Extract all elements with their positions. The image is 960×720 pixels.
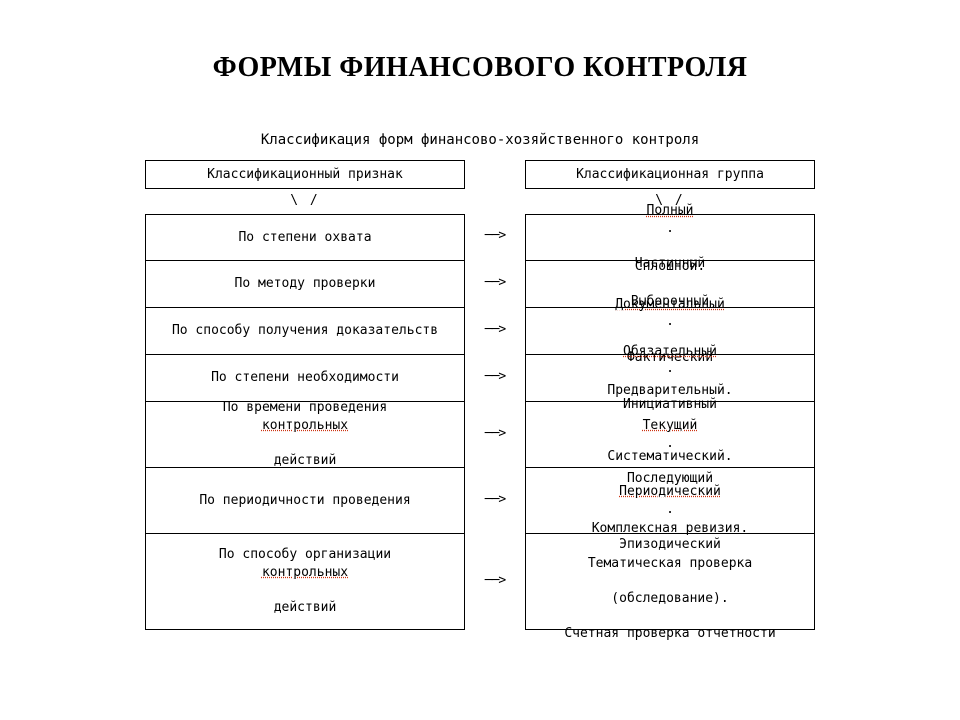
- left-header: Классификационный признак: [145, 160, 465, 189]
- arrow-column: ──>──>──>──>──>──>──>: [475, 160, 515, 630]
- criterion-cell: По периодичности проведения: [145, 468, 465, 534]
- criterion-cell: По методу проверки: [145, 261, 465, 308]
- arrow-icon: ──>: [475, 306, 515, 353]
- right-header: Классификационная группа: [525, 160, 815, 189]
- page-title: ФОРМЫ ФИНАНСОВОГО КОНТРОЛЯ: [0, 52, 960, 84]
- arrow-icon: ──>: [475, 466, 515, 532]
- arrow-icon: ──>: [475, 532, 515, 628]
- diagram-subtitle: Классификация форм финансово-хозяйственн…: [0, 132, 960, 148]
- diagram-columns: Классификационный признак \ / По степени…: [0, 160, 960, 630]
- criterion-cell: По степени охвата: [145, 214, 465, 261]
- criterion-cell: По степени необходимости: [145, 355, 465, 402]
- criterion-cell: По способу организации контрольныхдейств…: [145, 534, 465, 630]
- criterion-cell: По способу получения доказательств: [145, 308, 465, 355]
- arrow-icon: ──>: [475, 212, 515, 259]
- left-connector: \ /: [145, 193, 465, 208]
- group-cell: Комплексная ревизия.Тематическая проверк…: [525, 534, 815, 630]
- right-column: Классификационная группа \ / Полный.Част…: [525, 160, 815, 630]
- arrow-icon: ──>: [475, 400, 515, 466]
- criterion-cell: По времени проведения контрольныхдействи…: [145, 402, 465, 468]
- arrow-icon: ──>: [475, 259, 515, 306]
- left-column: Классификационный признак \ / По степени…: [145, 160, 465, 630]
- arrow-icon: ──>: [475, 353, 515, 400]
- group-cell: Полный.Частичный: [525, 214, 815, 261]
